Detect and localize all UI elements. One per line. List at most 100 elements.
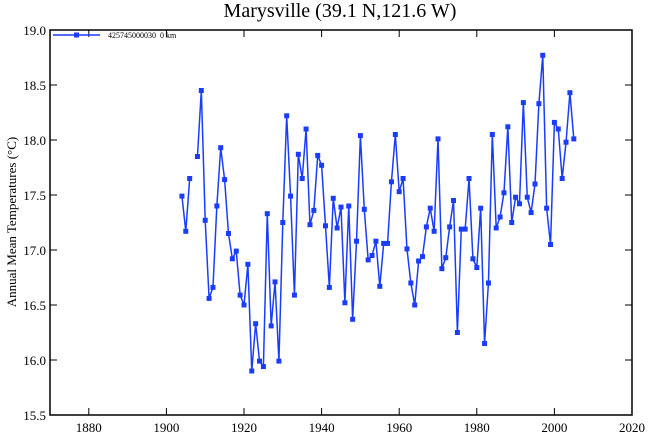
data-point — [342, 300, 348, 306]
data-point — [451, 198, 457, 203]
data-point — [482, 341, 488, 346]
data-point — [319, 162, 325, 168]
data-point — [396, 189, 402, 195]
data-point — [346, 203, 352, 209]
x-tick-label: 1880 — [76, 420, 102, 435]
data-point — [435, 136, 441, 142]
data-point — [381, 240, 387, 246]
y-tick-label: 15.5 — [23, 408, 46, 423]
data-point — [214, 203, 220, 209]
data-point — [183, 228, 189, 234]
data-point — [474, 265, 480, 271]
y-tick-label: 17.5 — [23, 188, 46, 203]
y-tick-label: 19.0 — [23, 23, 46, 38]
data-point — [551, 119, 557, 125]
data-point — [404, 246, 410, 252]
data-point — [470, 256, 476, 262]
data-point — [400, 176, 406, 181]
data-point — [330, 195, 336, 201]
data-point — [509, 220, 515, 225]
data-point — [334, 225, 340, 231]
data-point — [233, 248, 239, 254]
data-point — [528, 210, 534, 216]
data-point — [291, 292, 297, 298]
data-point — [431, 228, 437, 234]
data-point — [443, 255, 449, 261]
x-tick-label: 1940 — [309, 420, 335, 435]
data-point — [447, 224, 453, 230]
x-tick-label: 1900 — [153, 420, 179, 435]
data-point — [377, 283, 383, 289]
series-group — [179, 52, 577, 374]
y-tick-label: 17.0 — [23, 243, 46, 258]
data-point — [272, 279, 278, 285]
data-point — [513, 194, 519, 200]
data-point — [253, 321, 259, 327]
data-point — [245, 261, 251, 267]
data-point — [524, 194, 530, 200]
data-point — [501, 190, 507, 196]
data-point — [315, 152, 321, 158]
data-point — [295, 151, 301, 157]
data-point — [194, 154, 200, 159]
data-point — [338, 204, 344, 210]
data-point — [369, 253, 375, 258]
data-point — [497, 214, 503, 220]
data-point — [303, 126, 309, 132]
data-point — [419, 254, 425, 260]
x-tick-label: 1960 — [386, 420, 412, 435]
data-point — [354, 238, 360, 244]
data-point — [489, 132, 495, 137]
legend-marker — [74, 32, 79, 38]
data-point — [385, 240, 391, 246]
y-tick-label: 16.5 — [23, 298, 46, 313]
y-axis-label: Annual Mean Temperatures (°C) — [4, 137, 19, 307]
data-point — [179, 193, 185, 199]
data-point — [548, 242, 554, 247]
data-point — [412, 302, 418, 308]
data-point — [326, 284, 332, 290]
data-point — [202, 217, 208, 223]
data-point — [520, 100, 526, 106]
data-point — [466, 176, 472, 181]
data-point — [222, 177, 228, 183]
plot-frame — [49, 29, 633, 416]
data-point — [458, 226, 464, 232]
data-point — [229, 256, 235, 262]
data-point — [408, 280, 414, 286]
data-point — [206, 295, 212, 301]
data-point — [361, 206, 367, 212]
data-point — [322, 223, 328, 229]
data-point — [249, 368, 255, 374]
data-point — [299, 176, 305, 181]
data-point — [571, 136, 577, 142]
legend: 425745000030 0 km — [53, 31, 177, 40]
data-point — [198, 88, 204, 93]
x-tick-label: 2000 — [541, 420, 567, 435]
data-point — [241, 302, 247, 308]
x-tick-label: 1980 — [464, 420, 490, 435]
data-point — [567, 90, 573, 96]
data-point — [454, 330, 460, 335]
data-point — [311, 207, 317, 213]
data-point — [284, 113, 290, 119]
data-point — [307, 222, 313, 228]
data-point — [280, 220, 286, 225]
data-point — [187, 176, 193, 181]
data-point — [350, 316, 356, 322]
data-point — [218, 145, 224, 151]
data-point — [439, 266, 445, 272]
data-point — [392, 132, 398, 137]
data-point — [288, 193, 294, 199]
data-point — [559, 176, 565, 181]
data-point — [493, 225, 499, 231]
data-point — [544, 205, 550, 211]
data-point — [505, 124, 511, 130]
data-point — [536, 101, 542, 107]
data-point — [532, 181, 538, 187]
data-point — [373, 238, 379, 244]
data-point — [423, 224, 429, 230]
x-tick-label: 2020 — [619, 420, 645, 435]
data-point — [478, 205, 484, 211]
